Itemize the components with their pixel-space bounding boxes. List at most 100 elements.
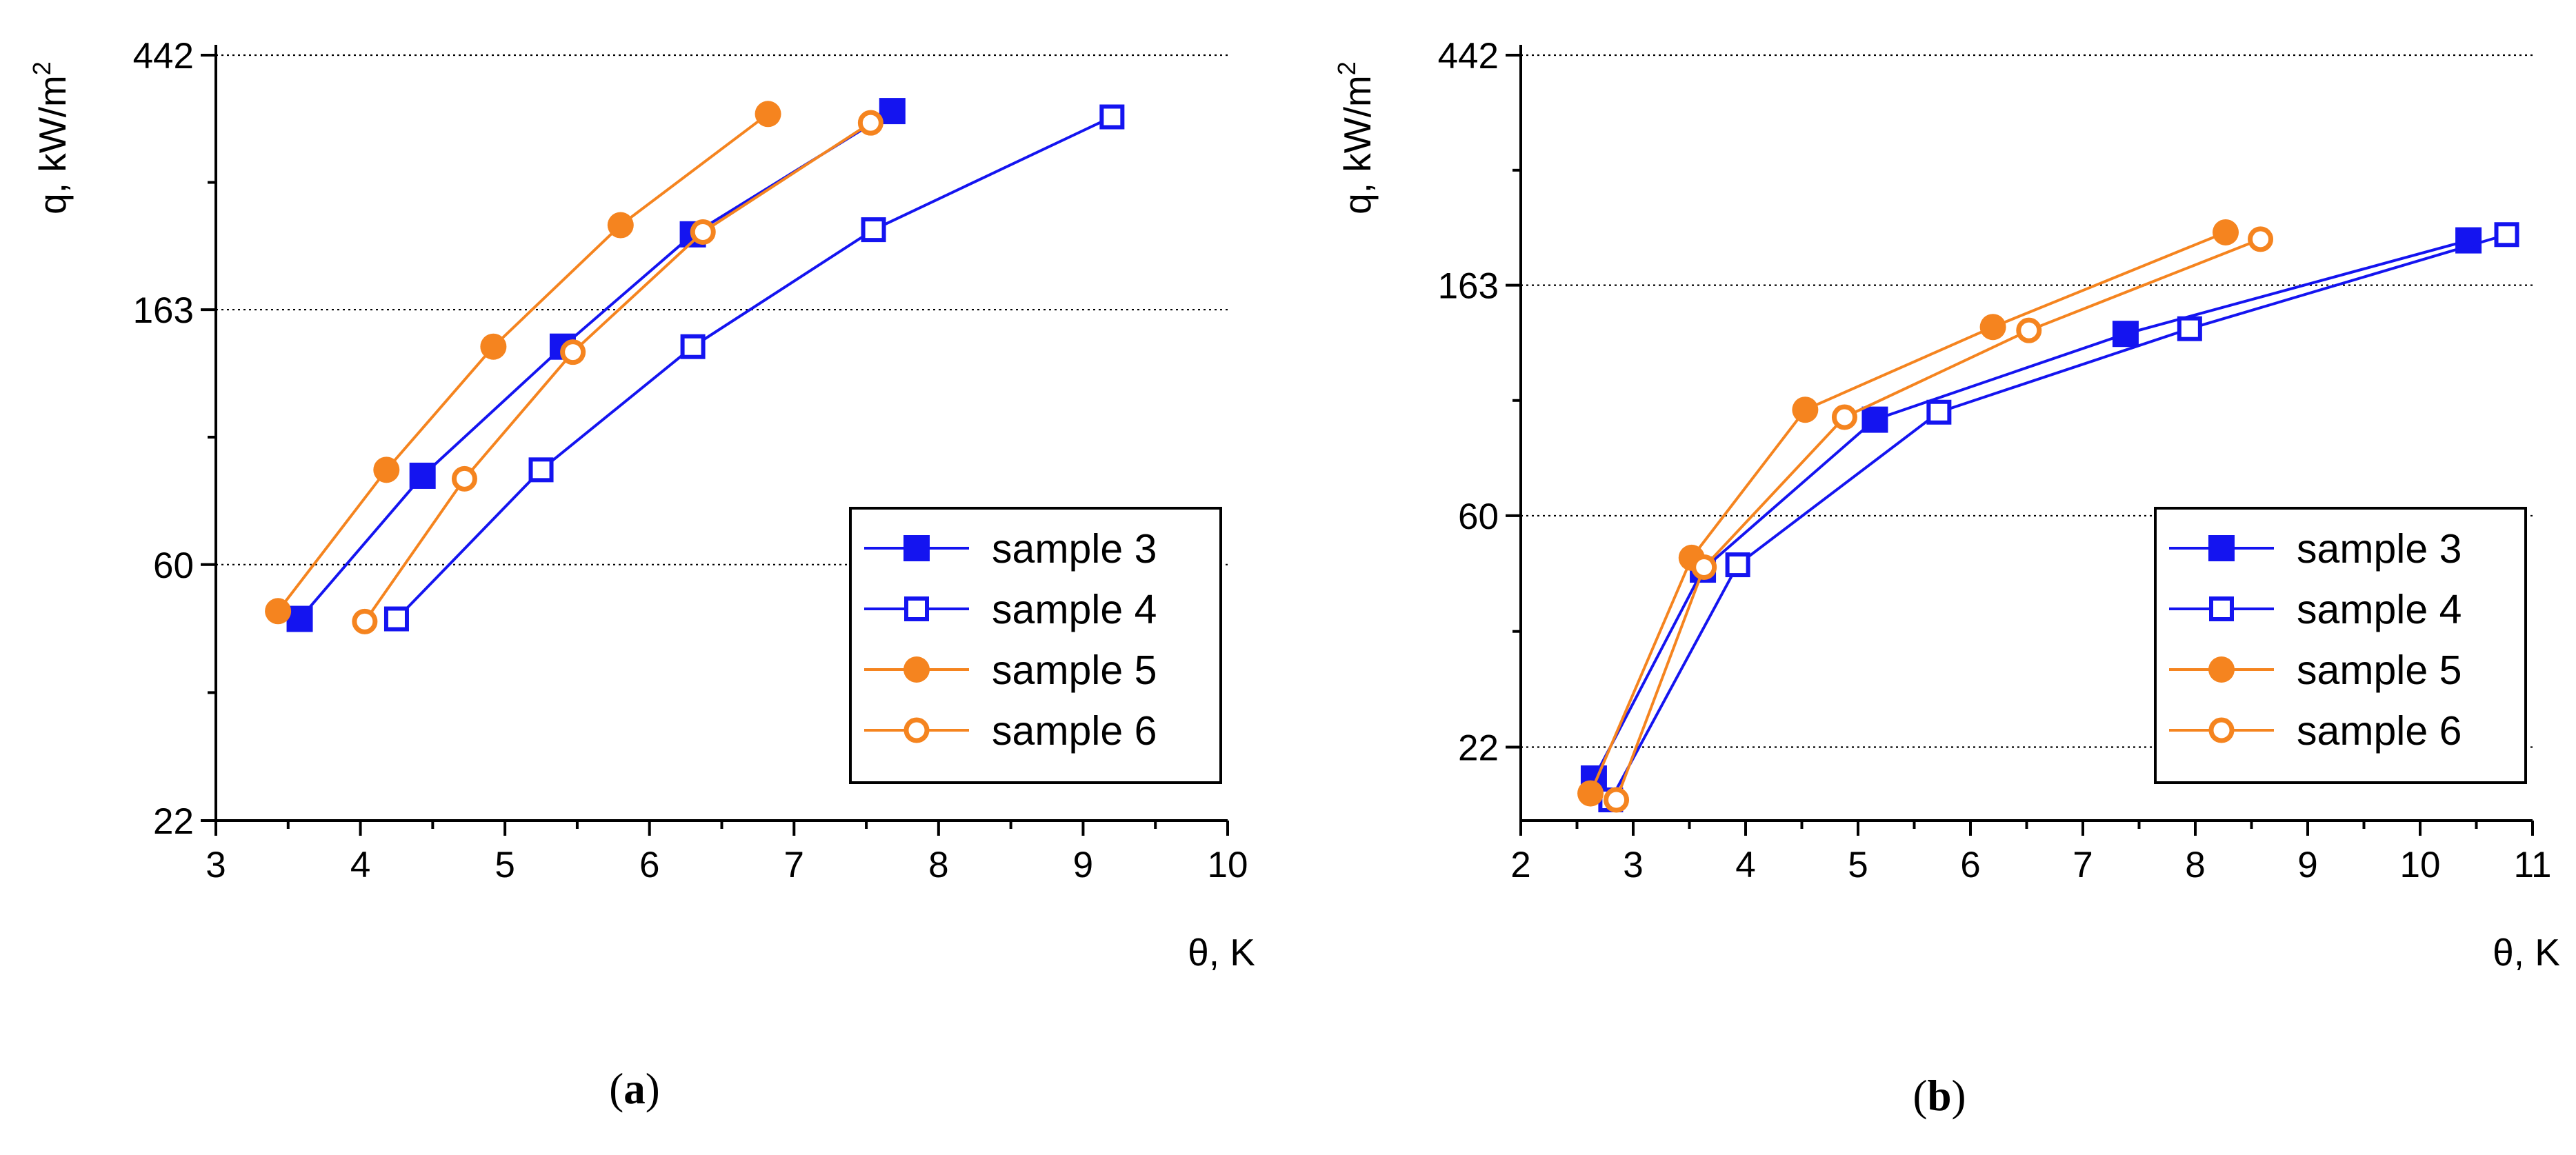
data-point-marker [1604, 787, 1630, 813]
data-point-marker [1831, 404, 1857, 430]
data-point-marker [2213, 219, 2239, 245]
y-tick-label: 442 [133, 36, 194, 77]
data-point-marker [1725, 552, 1750, 578]
data-point-marker [1577, 780, 1604, 807]
data-point-marker [755, 101, 781, 128]
data-point-marker [265, 598, 292, 625]
series-sample-6 [1604, 226, 2274, 813]
panel-caption-close: ) [1952, 1072, 1966, 1120]
x-tick-label: 9 [2297, 845, 2317, 885]
panel-caption: (b) [1913, 1072, 1966, 1120]
legend-label: sample 4 [992, 587, 1157, 632]
x-tick-label: 6 [1960, 845, 1980, 885]
legend-label: sample 6 [992, 708, 1157, 754]
x-tick-label: 3 [1623, 845, 1643, 885]
x-axis-label: θ, K [2493, 931, 2560, 974]
series-sample-5 [265, 101, 781, 625]
legend-label: sample 4 [2297, 587, 2462, 632]
data-point-marker [904, 596, 929, 621]
data-point-marker [2248, 226, 2274, 252]
data-point-marker [903, 717, 930, 743]
data-point-marker [352, 608, 378, 634]
legend-label: sample 3 [992, 526, 1157, 572]
y-axis-label-main: q, kW/m [31, 75, 74, 214]
data-point-marker [560, 339, 586, 365]
x-tick-label: 9 [1073, 845, 1093, 885]
x-tick-label: 5 [495, 845, 515, 885]
data-point-marker [2177, 316, 2202, 341]
x-tick-label: 7 [2073, 845, 2093, 885]
data-point-marker [857, 110, 883, 136]
data-point-marker [879, 98, 906, 125]
x-tick-label: 7 [784, 845, 804, 885]
x-axis-label: θ, K [1188, 931, 1255, 974]
series-line [299, 110, 893, 620]
data-point-marker [373, 456, 400, 483]
panel-caption-letter: a [623, 1065, 646, 1113]
data-point-marker [1861, 406, 1888, 433]
x-tick-label: 3 [206, 845, 226, 885]
data-point-marker [2208, 717, 2235, 743]
data-point-marker [1099, 104, 1125, 130]
series-line [1589, 231, 2226, 794]
data-point-marker [383, 606, 409, 632]
y-tick-label: 60 [153, 545, 194, 586]
x-tick-label: 11 [2513, 845, 2551, 885]
series-sample-6 [352, 110, 883, 634]
data-point-marker [861, 217, 886, 243]
x-tick-label: 2 [1510, 845, 1530, 885]
legend-label: sample 5 [2297, 647, 2462, 693]
series-sample-5 [1577, 219, 2239, 807]
series-sample-4 [383, 104, 1125, 632]
data-point-marker [2209, 596, 2234, 621]
x-tick-label: 6 [639, 845, 659, 885]
legend: sample 3 sample 4 sample 5 sample 6 [2154, 507, 2527, 784]
y-axis-label-superscript: 2 [1332, 61, 1361, 75]
data-point-marker [2208, 535, 2235, 561]
x-tick-label: 5 [1848, 845, 1868, 885]
panel-caption: (a) [609, 1065, 659, 1113]
data-point-marker [2208, 656, 2235, 683]
data-point-marker [480, 333, 507, 360]
y-tick-label: 22 [1458, 727, 1499, 768]
data-point-marker [2494, 222, 2519, 248]
data-point-marker [1691, 554, 1717, 581]
panel-caption-open: ( [1913, 1072, 1927, 1120]
panel-caption-letter: b [1927, 1072, 1951, 1120]
series-sample-3 [286, 98, 906, 632]
y-tick-label: 163 [133, 290, 194, 331]
y-tick-label: 163 [1438, 266, 1499, 307]
data-point-marker [903, 656, 930, 683]
data-point-marker [690, 219, 716, 245]
data-point-marker [451, 465, 477, 492]
data-point-marker [1792, 396, 1819, 423]
x-tick-label: 4 [350, 845, 370, 885]
series-line [363, 121, 872, 623]
y-axis-label: q, kW/m2 [28, 61, 74, 214]
series-line [277, 112, 769, 612]
data-point-marker [1926, 399, 1952, 425]
y-tick-label: 22 [153, 801, 194, 842]
x-tick-label: 10 [2400, 845, 2441, 885]
legend-label: sample 6 [2297, 708, 2462, 754]
data-point-marker [409, 462, 436, 489]
x-tick-label: 10 [1208, 845, 1248, 885]
y-tick-label: 442 [1438, 36, 1499, 77]
y-axis-label: q, kW/m2 [1332, 61, 1379, 214]
panel-caption-open: ( [609, 1065, 623, 1113]
x-tick-label: 8 [928, 845, 948, 885]
legend-label: sample 5 [992, 647, 1157, 693]
data-point-marker [528, 457, 554, 483]
y-tick-label: 60 [1458, 496, 1499, 537]
data-point-marker [2016, 317, 2042, 343]
legend-label: sample 3 [2297, 526, 2462, 572]
data-point-marker [1979, 314, 2006, 341]
chart-panel-a: 3 4 5 6 7 8 9 10 22 60 163 442 θ, K q, kW/m2 sample 3 s… [28, 36, 1255, 1113]
x-tick-label: 8 [2185, 845, 2205, 885]
y-axis-label-main: q, kW/m [1336, 75, 1379, 214]
data-point-marker [607, 212, 634, 239]
data-point-marker [680, 334, 706, 359]
panel-caption-close: ) [646, 1065, 660, 1113]
